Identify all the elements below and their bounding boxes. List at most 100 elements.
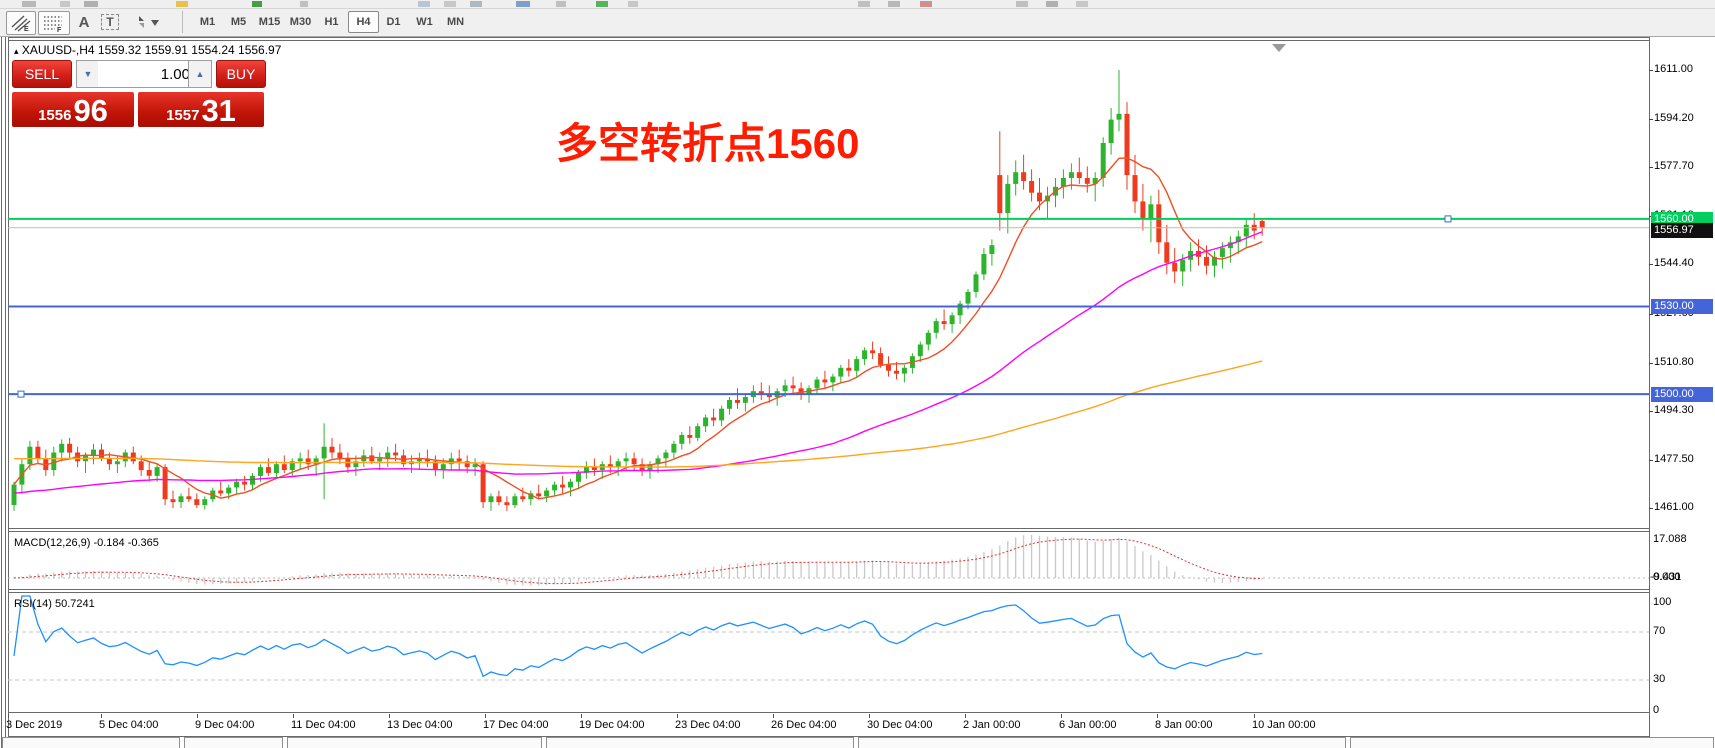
volume-up-button[interactable]: ▲ <box>188 60 212 88</box>
chart-tab-partial[interactable] <box>1350 737 1714 748</box>
time-axis-label: 26 Dec 04:00 <box>771 719 837 731</box>
equidistant-channel-button[interactable]: E <box>6 11 36 35</box>
macd-signal-line <box>13 538 1263 585</box>
svg-text:F: F <box>57 27 62 32</box>
chart-tab-partial[interactable] <box>858 737 1346 748</box>
equidistant-channel-icon: E <box>11 14 31 32</box>
price-tick-label: 1544.40 <box>1654 257 1694 269</box>
clipped-icon-fragment <box>1046 1 1058 7</box>
timeframe-button-d1[interactable]: D1 <box>386 16 401 28</box>
volume-down-button[interactable]: ▼ <box>76 60 100 88</box>
collapse-chart-icon[interactable]: ▴ <box>14 46 19 56</box>
main-chart-canvas[interactable] <box>8 38 1649 528</box>
timeframe-button-m15[interactable]: M15 <box>258 16 281 28</box>
chart-tab-partial[interactable] <box>287 737 542 748</box>
clipped-icon-fragment <box>22 1 36 7</box>
macd-panel-canvas[interactable] <box>8 532 1649 589</box>
price-tick-dash <box>1649 314 1653 315</box>
sell-price-button[interactable]: 1556 96 <box>12 92 134 127</box>
symbol-ohlc-text: XAUUSD-,H4 1559.32 1559.91 1554.24 1556.… <box>21 43 282 57</box>
timeframe-button-mn[interactable]: MN <box>446 16 465 28</box>
one-click-trading-panel: SELL ▼ ▲ BUY 1556 96 1557 31 <box>12 60 266 127</box>
time-axis-tick <box>389 714 390 718</box>
buy-price-big: 31 <box>201 93 236 128</box>
clipped-icon-fragment <box>920 1 932 7</box>
price-level-badge[interactable]: 1556.97 <box>1651 223 1713 238</box>
chart-shift-marker[interactable] <box>1272 44 1286 52</box>
time-axis-tick <box>485 714 486 718</box>
price-tick-dash <box>1649 460 1653 461</box>
rsi-axis-30: 30 <box>1653 673 1666 685</box>
clipped-icon-fragment <box>1076 1 1088 7</box>
price-tick-label: 1594.20 <box>1654 112 1694 124</box>
rsi-axis-0: 0 <box>1653 704 1660 716</box>
main-macd-separator-inner <box>8 531 1650 532</box>
line-handle[interactable] <box>1444 215 1452 223</box>
ma-slow-line <box>13 360 1263 468</box>
time-axis-tick <box>293 714 294 718</box>
timeframe-button-m30[interactable]: M30 <box>289 16 312 28</box>
macd-axis-min: -9.431 <box>1650 571 1682 583</box>
clipped-icon-fragment <box>444 1 456 7</box>
timeframe-button-h1[interactable]: H1 <box>324 16 339 28</box>
clipped-icon-fragment <box>470 1 482 7</box>
time-axis-tick <box>1254 714 1255 718</box>
price-tick-label: 1577.70 <box>1654 160 1694 172</box>
time-axis-label: 6 Jan 00:00 <box>1059 719 1117 731</box>
macd-rsi-separator-inner <box>8 592 1650 593</box>
arrange-objects-button[interactable] <box>126 11 170 33</box>
timeframe-button-m1[interactable]: M1 <box>199 16 216 28</box>
buy-button[interactable]: BUY <box>216 60 266 88</box>
price-tick-dash <box>1649 411 1653 412</box>
clipped-icon-fragment <box>1016 1 1028 7</box>
rsi-panel-canvas[interactable] <box>8 593 1649 712</box>
timeframe-button-m5[interactable]: M5 <box>230 16 247 28</box>
line-handle[interactable] <box>17 390 25 398</box>
window-left-groove <box>5 37 6 748</box>
clipped-icon-fragment <box>300 1 308 7</box>
time-axis-tick <box>581 714 582 718</box>
price-level-badge[interactable]: 1530.00 <box>1651 299 1713 314</box>
chart-tab-partial[interactable] <box>2 737 180 748</box>
text-label-button[interactable]: A <box>72 11 96 33</box>
time-axis-label: 19 Dec 04:00 <box>579 719 645 731</box>
symbol-header: ▴ XAUUSD-,H4 1559.32 1559.91 1554.24 155… <box>14 43 281 57</box>
clipped-icon-fragment <box>60 1 70 7</box>
svg-text:E: E <box>24 26 29 32</box>
price-tick-dash <box>1649 508 1653 509</box>
text-box-icon: T <box>101 14 119 30</box>
clipped-icon-fragment <box>252 1 262 7</box>
timeframe-button-h4[interactable]: H4 <box>348 11 379 33</box>
buy-price-small: 1557 <box>166 107 200 124</box>
fibonacci-button[interactable]: F <box>38 11 70 35</box>
volume-input[interactable] <box>98 60 197 88</box>
clipped-icon-fragment <box>418 1 430 7</box>
price-tick-dash <box>1649 70 1653 71</box>
price-tick-label: 1477.50 <box>1654 453 1694 465</box>
clipped-icon-fragment <box>516 1 530 7</box>
chart-text-annotation[interactable]: 多空转折点1560 <box>556 120 860 167</box>
timeframe-button-w1[interactable]: W1 <box>416 16 433 28</box>
time-axis-tick <box>1157 714 1158 718</box>
price-tick-label: 1510.80 <box>1654 356 1694 368</box>
sell-price-small: 1556 <box>38 107 72 124</box>
sell-button-label: SELL <box>24 66 60 82</box>
time-axis-tick <box>677 714 678 718</box>
window-left-edge <box>1 37 2 748</box>
price-tick-dash <box>1649 119 1653 120</box>
price-level-badge[interactable]: 1500.00 <box>1651 387 1713 402</box>
clipped-icon-fragment <box>556 1 566 7</box>
time-axis-tick <box>197 714 198 718</box>
time-axis-label: 2 Jan 00:00 <box>963 719 1021 731</box>
chart-tab-partial[interactable] <box>184 737 283 748</box>
chart-top-border-inner <box>8 40 1650 41</box>
time-axis-tick <box>869 714 870 718</box>
time-axis-label: 8 Jan 00:00 <box>1155 719 1213 731</box>
buy-price-button[interactable]: 1557 31 <box>138 92 264 127</box>
sell-button[interactable]: SELL <box>12 60 72 88</box>
clipped-icon-fragment <box>628 1 638 7</box>
text-box-button[interactable]: T <box>98 11 122 33</box>
chart-tab-partial[interactable] <box>546 737 854 748</box>
time-axis-tick <box>965 714 966 718</box>
